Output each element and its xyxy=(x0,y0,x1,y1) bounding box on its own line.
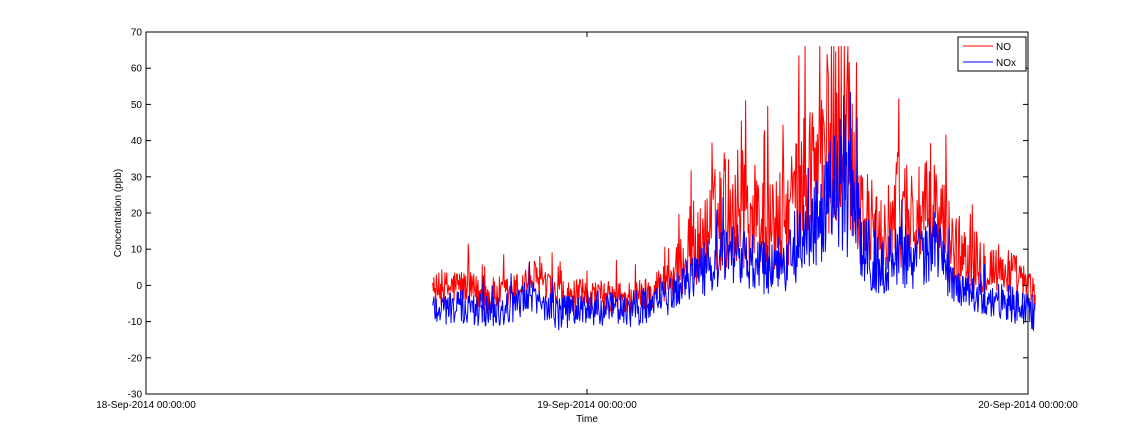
y-tick-label: 30 xyxy=(131,172,143,183)
x-tick-label: 18-Sep-2014 00:00:00 xyxy=(96,400,196,411)
series-line-nox xyxy=(432,91,1036,331)
y-tick-label: 70 xyxy=(131,28,143,39)
y-axis: -30 -20 -10 0 10 20 30 40 50 60 70 xyxy=(128,28,1028,401)
y-tick-label: -30 xyxy=(128,390,143,401)
y-tick-label: 0 xyxy=(136,281,142,292)
x-axis-title: Time xyxy=(576,414,598,425)
y-tick-label: 40 xyxy=(131,136,143,147)
y-tick-label: 10 xyxy=(131,245,143,256)
y-tick-label: 50 xyxy=(131,100,143,111)
y-tick-label: -10 xyxy=(128,317,143,328)
y-tick-label: 60 xyxy=(131,64,143,75)
y-tick-label: 20 xyxy=(131,209,143,220)
y-axis-title: Concentration (ppb) xyxy=(113,169,124,257)
series-layer xyxy=(432,46,1036,331)
x-tick-label: 19-Sep-2014 00:00:00 xyxy=(537,400,637,411)
legend-label-no: NO xyxy=(996,42,1011,53)
x-tick-label: 20-Sep-2014 00:00:00 xyxy=(978,400,1078,411)
x-axis: 18-Sep-2014 00:00:00 19-Sep-2014 00:00:00… xyxy=(96,32,1078,411)
y-tick-label: -20 xyxy=(128,353,143,364)
legend-label-nox: NOx xyxy=(996,58,1016,69)
legend-box xyxy=(957,36,1027,72)
legend: NO NOx xyxy=(957,36,1027,72)
